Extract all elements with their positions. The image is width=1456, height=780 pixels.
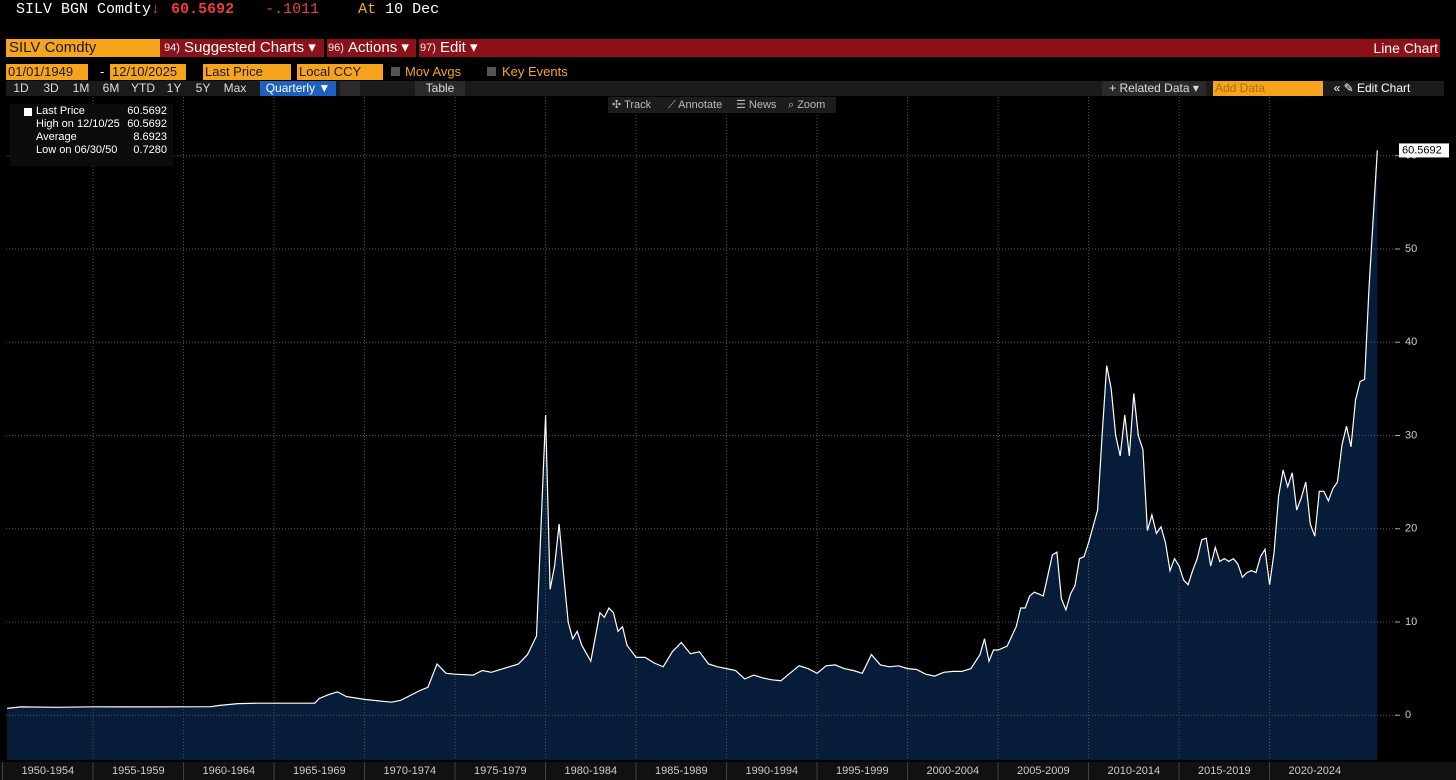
menu-num[interactable]: 96) xyxy=(328,42,344,54)
last-value-label: 60.5692 xyxy=(1402,144,1442,156)
y-tick-label: 30 xyxy=(1405,429,1417,441)
x-tick-label: 1990-1994 xyxy=(746,765,799,777)
period-bar xyxy=(6,81,1444,96)
menu-sep xyxy=(324,39,327,57)
menu-bar xyxy=(160,39,1440,57)
chart-tools-bg xyxy=(608,97,836,113)
sep: - xyxy=(100,64,105,79)
legend: Last Price 60.5692 High on 12/10/25 60.56… xyxy=(10,104,173,166)
x-tick-label: 1965-1969 xyxy=(293,765,346,777)
legend-value: 60.5692 xyxy=(127,105,167,117)
arrow: ↓ xyxy=(151,1,161,18)
last-value-box xyxy=(1399,143,1449,158)
header: SILV BGN Comdty↓ 60.5692 -.1011 At 10 De… xyxy=(16,1,439,19)
menu-num[interactable]: 94) xyxy=(164,42,180,54)
x-axis-band xyxy=(0,762,1456,780)
period[interactable]: 1M xyxy=(72,81,90,95)
stat-value: 8.6923 xyxy=(133,131,167,143)
security[interactable]: SILV Comdty xyxy=(6,39,160,57)
date: 10 Dec xyxy=(385,1,440,18)
legend-swatch xyxy=(24,108,32,116)
checkbox[interactable] xyxy=(487,67,496,76)
y-tick-label: 20 xyxy=(1405,523,1417,535)
chart-tool[interactable]: ⟋ Annotate xyxy=(668,99,723,111)
y-tick-label: 10 xyxy=(1405,616,1417,628)
menu-sep xyxy=(416,39,419,57)
chart-tool[interactable]: ✣ Track xyxy=(612,99,652,111)
menu-label[interactable]: Suggested Charts ▾ xyxy=(184,39,316,56)
legend-name: Last Price xyxy=(36,105,85,117)
period[interactable]: Max xyxy=(223,81,247,95)
stat-value: 60.5692 xyxy=(127,118,167,130)
add-data[interactable]: Add Data xyxy=(1213,81,1323,96)
period[interactable]: 3D xyxy=(43,81,59,95)
y-tick-label: 40 xyxy=(1405,336,1417,348)
x-tick-label: 1955-1959 xyxy=(112,765,165,777)
related-data[interactable]: + Related Data ▾ xyxy=(1102,81,1206,96)
option[interactable]: Mov Avgs xyxy=(405,64,462,79)
stat-label: Low on 06/30/50 xyxy=(36,144,118,156)
price: 60.5692 xyxy=(171,1,235,18)
area xyxy=(7,150,1378,760)
option[interactable]: Key Events xyxy=(502,64,568,79)
menu-num[interactable]: 97) xyxy=(420,42,436,54)
x-tick-label: 2015-2019 xyxy=(1198,765,1251,777)
x-tick-label: 2020-2024 xyxy=(1289,765,1342,777)
field[interactable]: Last Price xyxy=(203,64,291,80)
period[interactable]: 6M xyxy=(102,81,120,95)
period[interactable]: 5Y xyxy=(195,81,211,95)
line xyxy=(7,150,1378,709)
y-tick-label: 0 xyxy=(1405,709,1411,721)
period[interactable]: 1Y xyxy=(166,81,182,95)
chart-tool[interactable]: ⌕ Zoom xyxy=(788,99,826,111)
edit-chart[interactable]: « ✎ Edit Chart xyxy=(1333,81,1411,95)
frequency[interactable]: Quarterly ▼ xyxy=(260,81,336,96)
checkbox[interactable] xyxy=(391,67,400,76)
x-tick-label: 2000-2004 xyxy=(927,765,980,777)
stat-label: Average xyxy=(36,131,77,143)
period[interactable]: YTD xyxy=(131,81,155,95)
x-tick-label: 1950-1954 xyxy=(22,765,75,777)
menu-label[interactable]: Edit ▾ xyxy=(440,39,478,56)
view: Line Chart xyxy=(1373,40,1438,56)
x-tick-label: 1975-1979 xyxy=(474,765,527,777)
stat-label: High on 12/10/25 xyxy=(36,118,120,130)
currency[interactable]: Local CCY xyxy=(297,64,383,80)
menu-label[interactable]: Actions ▾ xyxy=(348,39,409,56)
x-tick-label: 1995-1999 xyxy=(836,765,889,777)
change: -.1011 xyxy=(265,1,320,18)
at: At xyxy=(358,1,377,18)
end-date[interactable]: 12/10/2025 xyxy=(110,64,186,80)
x-tick-label: 1970-1974 xyxy=(384,765,437,777)
table[interactable]: Table xyxy=(415,81,465,96)
x-tick-label: 2005-2009 xyxy=(1017,765,1070,777)
x-tick-label: 1985-1989 xyxy=(655,765,708,777)
y-tick-label: 50 xyxy=(1405,243,1417,255)
chart-style[interactable] xyxy=(340,81,360,96)
stat-value: 0.7280 xyxy=(133,144,167,156)
x-tick-label: 2010-2014 xyxy=(1108,765,1161,777)
x-tick-label: 1960-1964 xyxy=(203,765,256,777)
chart-tool[interactable]: ☰ News xyxy=(736,99,777,111)
period[interactable]: 1D xyxy=(13,81,29,95)
x-tick-label: 1980-1984 xyxy=(565,765,618,777)
start-date[interactable]: 01/01/1949 xyxy=(6,64,88,80)
ticker: SILV BGN Comdty xyxy=(16,1,152,18)
